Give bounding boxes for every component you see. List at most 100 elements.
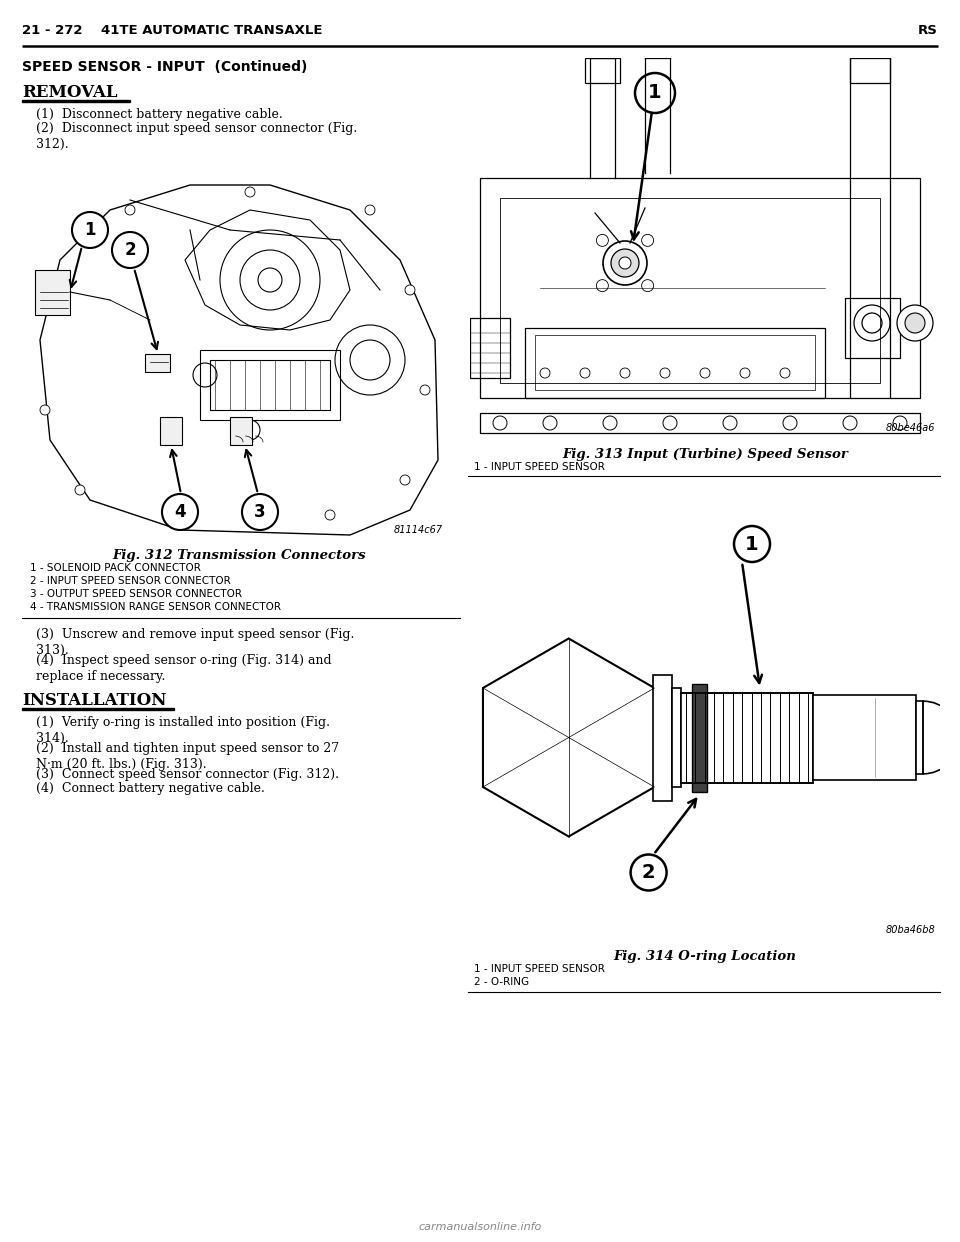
Text: (4)  Connect battery negative cable.: (4) Connect battery negative cable. — [36, 782, 265, 795]
Circle shape — [596, 235, 609, 246]
Text: 2 - O-RING: 2 - O-RING — [474, 977, 529, 987]
Circle shape — [242, 494, 278, 530]
Circle shape — [740, 368, 750, 378]
Circle shape — [700, 368, 710, 378]
Text: 4: 4 — [174, 503, 186, 520]
Text: (3)  Unscrew and remove input speed sensor (Fig.
313).: (3) Unscrew and remove input speed senso… — [36, 628, 354, 657]
Bar — [653, 674, 672, 801]
Text: REMOVAL: REMOVAL — [22, 84, 117, 101]
Bar — [35, 270, 70, 315]
Bar — [145, 354, 170, 373]
Text: 3: 3 — [254, 503, 266, 520]
Text: 3 - OUTPUT SPEED SENSOR CONNECTOR: 3 - OUTPUT SPEED SENSOR CONNECTOR — [30, 589, 242, 599]
Text: (3)  Connect speed sensor connector (Fig. 312).: (3) Connect speed sensor connector (Fig.… — [36, 768, 339, 781]
Text: 80ba46b8: 80ba46b8 — [885, 925, 935, 935]
Circle shape — [641, 235, 654, 246]
Circle shape — [897, 306, 933, 342]
Polygon shape — [483, 638, 655, 837]
Text: 1 - INPUT SPEED SENSOR: 1 - INPUT SPEED SENSOR — [474, 462, 605, 472]
Bar — [500, 197, 880, 383]
Text: 2: 2 — [124, 241, 135, 260]
Circle shape — [405, 284, 415, 296]
Circle shape — [843, 416, 857, 430]
Text: 80be46a6: 80be46a6 — [885, 424, 935, 433]
Circle shape — [596, 279, 609, 292]
Circle shape — [245, 188, 255, 197]
Text: 1: 1 — [648, 83, 661, 103]
Circle shape — [783, 416, 797, 430]
Bar — [525, 328, 825, 397]
Bar — [845, 298, 900, 358]
Circle shape — [75, 484, 85, 496]
Wedge shape — [924, 702, 959, 774]
Circle shape — [325, 510, 335, 520]
Circle shape — [400, 474, 410, 484]
Circle shape — [162, 494, 198, 530]
Circle shape — [543, 416, 557, 430]
Bar — [850, 58, 890, 83]
Text: 4 - TRANSMISSION RANGE SENSOR CONNECTOR: 4 - TRANSMISSION RANGE SENSOR CONNECTOR — [30, 602, 281, 612]
Circle shape — [663, 416, 677, 430]
Bar — [681, 693, 813, 782]
Bar — [22, 708, 174, 710]
Circle shape — [55, 284, 65, 296]
Bar — [691, 683, 708, 791]
Bar — [200, 350, 340, 420]
Text: 21 - 272    41TE AUTOMATIC TRANSAXLE: 21 - 272 41TE AUTOMATIC TRANSAXLE — [22, 24, 323, 36]
Bar — [210, 360, 330, 410]
Circle shape — [365, 205, 375, 215]
Text: Fig. 312 Transmission Connectors: Fig. 312 Transmission Connectors — [112, 549, 366, 561]
Bar — [916, 702, 924, 774]
Text: 81114c67: 81114c67 — [394, 525, 443, 535]
Text: Fig. 313 Input (Turbine) Speed Sensor: Fig. 313 Input (Turbine) Speed Sensor — [562, 448, 848, 461]
Text: INSTALLATION: INSTALLATION — [22, 692, 166, 709]
Text: RS: RS — [918, 24, 938, 36]
Bar — [672, 688, 681, 787]
Text: (1)  Verify o-ring is installed into position (Fig.
314).: (1) Verify o-ring is installed into posi… — [36, 715, 330, 745]
Bar — [480, 414, 920, 433]
Text: 1 - SOLENOID PACK CONNECTOR: 1 - SOLENOID PACK CONNECTOR — [30, 563, 201, 573]
Circle shape — [580, 368, 590, 378]
Circle shape — [723, 416, 737, 430]
Text: (4)  Inspect speed sensor o-ring (Fig. 314) and
replace if necessary.: (4) Inspect speed sensor o-ring (Fig. 31… — [36, 655, 331, 683]
Circle shape — [493, 416, 507, 430]
Circle shape — [734, 527, 770, 561]
Bar — [160, 417, 182, 445]
Circle shape — [635, 73, 675, 113]
Circle shape — [125, 205, 135, 215]
Bar — [22, 101, 130, 102]
Text: SPEED SENSOR - INPUT  (Continued): SPEED SENSOR - INPUT (Continued) — [22, 60, 307, 75]
Circle shape — [40, 405, 50, 415]
Circle shape — [603, 241, 647, 284]
Bar — [585, 58, 620, 83]
Bar — [230, 417, 252, 445]
Bar — [480, 178, 920, 397]
Circle shape — [905, 313, 925, 333]
Circle shape — [631, 854, 666, 891]
Circle shape — [893, 416, 907, 430]
Circle shape — [641, 279, 654, 292]
Circle shape — [185, 505, 195, 515]
Circle shape — [603, 416, 617, 430]
Text: Fig. 314 O-ring Location: Fig. 314 O-ring Location — [613, 950, 797, 963]
Text: 1: 1 — [745, 534, 758, 554]
Text: (2)  Disconnect input speed sensor connector (Fig.
312).: (2) Disconnect input speed sensor connec… — [36, 122, 357, 152]
Text: carmanualsonline.info: carmanualsonline.info — [419, 1222, 541, 1232]
Circle shape — [611, 248, 639, 277]
Bar — [813, 694, 916, 780]
Circle shape — [420, 385, 430, 395]
Bar — [535, 335, 815, 390]
Circle shape — [620, 368, 630, 378]
Text: (2)  Install and tighten input speed sensor to 27
N·m (20 ft. lbs.) (Fig. 313).: (2) Install and tighten input speed sens… — [36, 741, 339, 771]
Text: 2 - INPUT SPEED SENSOR CONNECTOR: 2 - INPUT SPEED SENSOR CONNECTOR — [30, 576, 230, 586]
Circle shape — [619, 257, 631, 270]
Circle shape — [780, 368, 790, 378]
Text: 1: 1 — [84, 221, 96, 238]
Text: 1 - INPUT SPEED SENSOR: 1 - INPUT SPEED SENSOR — [474, 964, 605, 974]
Bar — [470, 318, 510, 378]
Circle shape — [72, 212, 108, 248]
Circle shape — [660, 368, 670, 378]
Text: (1)  Disconnect battery negative cable.: (1) Disconnect battery negative cable. — [36, 108, 283, 120]
Circle shape — [540, 368, 550, 378]
Circle shape — [112, 232, 148, 268]
